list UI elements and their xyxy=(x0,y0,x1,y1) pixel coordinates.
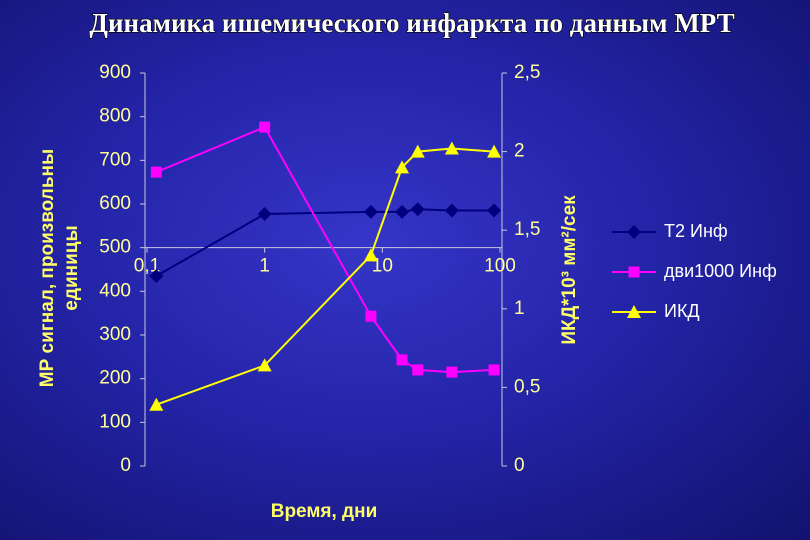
y-tick-label: 0 xyxy=(120,455,131,476)
marker xyxy=(410,144,425,158)
y2-tick-label: 0,5 xyxy=(514,376,540,397)
series-line xyxy=(155,147,495,406)
chart-title: Динамика ишемического инфаркта по данным… xyxy=(89,8,734,38)
marker xyxy=(363,248,378,262)
x-axis-title: Время, дни xyxy=(271,501,378,522)
y-tick-label: 400 xyxy=(99,280,131,301)
y-tick-label: 300 xyxy=(99,324,131,345)
marker xyxy=(446,366,458,378)
marker xyxy=(444,141,459,155)
marker xyxy=(259,121,271,133)
marker xyxy=(395,160,410,174)
y2-tick-label: 1,5 xyxy=(514,219,540,240)
marker xyxy=(395,204,410,219)
marker xyxy=(365,310,377,322)
marker xyxy=(487,144,502,158)
y2-axis-title: ИКД*10³ мм²/сек xyxy=(559,195,580,345)
y2-tick-label: 1 xyxy=(514,298,525,319)
legend-marker xyxy=(627,225,641,239)
y-tick-label: 900 xyxy=(99,62,131,83)
y-axis-title: МР сигнал, произвольны единицы xyxy=(37,149,82,387)
marker xyxy=(149,397,164,411)
marker xyxy=(149,269,164,284)
marker xyxy=(363,204,378,219)
legend-marker xyxy=(628,266,640,278)
y-tick-label: 600 xyxy=(99,193,131,214)
marker xyxy=(257,207,272,222)
legend-label: дви1000 Инф xyxy=(664,261,777,281)
y-tick-label: 100 xyxy=(99,411,131,432)
x-tick-label: 100 xyxy=(484,256,516,277)
legend: Т2 Инф дви1000 Инф ИКД xyxy=(612,221,777,321)
marker xyxy=(487,203,502,218)
x-tick-label: 0,1 xyxy=(134,256,160,277)
marker xyxy=(150,166,162,178)
legend-label: Т2 Инф xyxy=(664,221,728,241)
y-tick-label: 200 xyxy=(99,368,131,389)
y-tick-label: 800 xyxy=(99,106,131,127)
marker xyxy=(396,354,408,366)
y2-tick-label: 2,5 xyxy=(514,62,540,83)
marker xyxy=(412,364,424,376)
marker xyxy=(488,364,500,376)
y-axis-title-line: МР сигнал, произвольны xyxy=(37,149,58,387)
legend-label: ИКД xyxy=(664,301,700,321)
y-axis-title-line: единицы xyxy=(61,225,82,310)
marker xyxy=(444,203,459,218)
series-line xyxy=(155,208,495,277)
y-tick-label: 500 xyxy=(99,237,131,258)
x-tick-label: 1 xyxy=(259,256,270,277)
legend-marker xyxy=(627,305,641,318)
marker xyxy=(257,358,272,372)
marker xyxy=(410,202,425,217)
y2-tick-label: 0 xyxy=(514,455,525,476)
series-line xyxy=(155,125,495,374)
y-tick-label: 700 xyxy=(99,149,131,170)
y2-tick-label: 2 xyxy=(514,141,525,162)
